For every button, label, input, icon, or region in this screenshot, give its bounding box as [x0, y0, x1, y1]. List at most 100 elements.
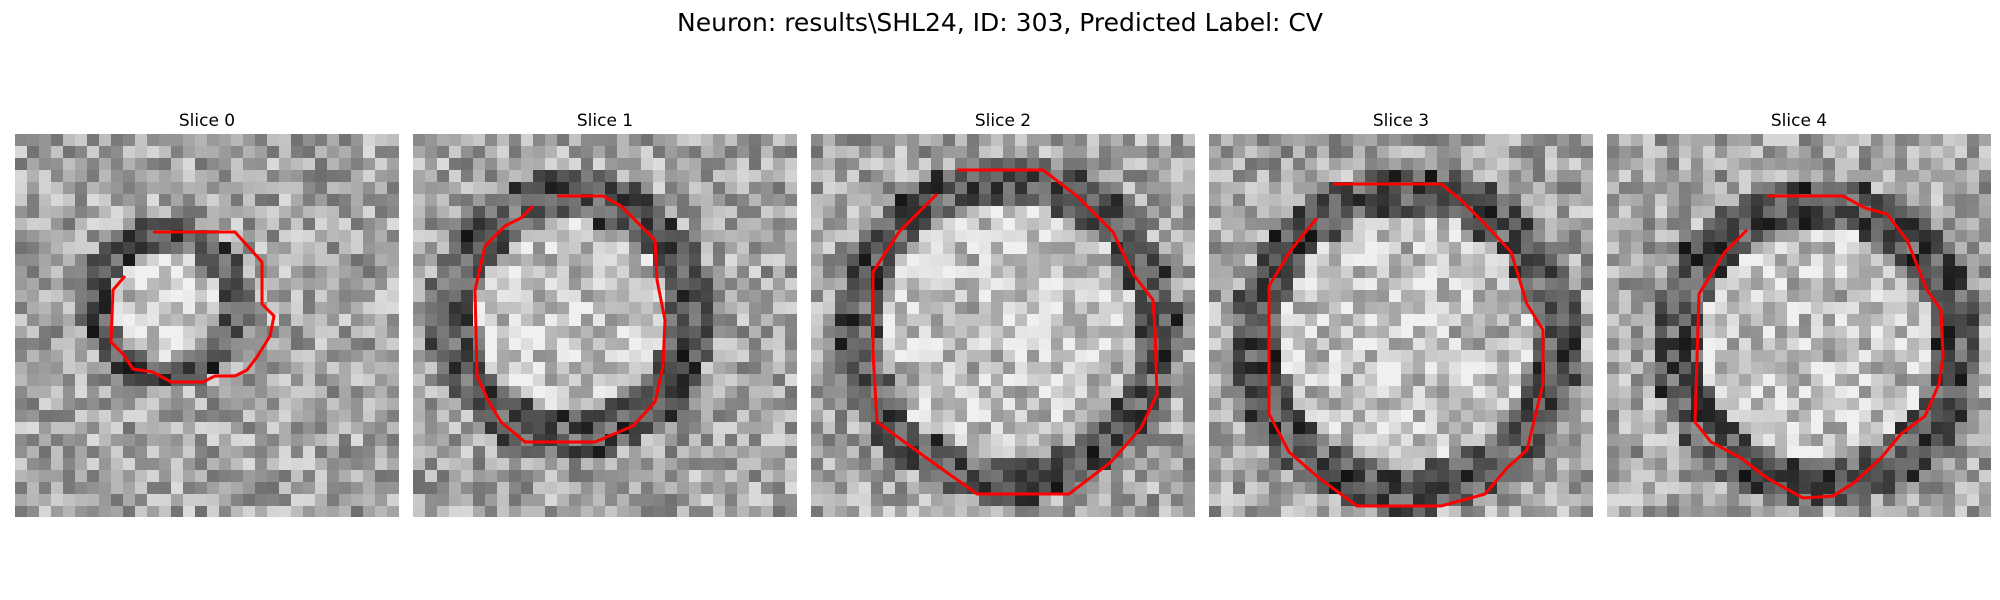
pixel-cell [1763, 422, 1775, 434]
pixel-cell [1257, 206, 1269, 218]
pixel-cell [701, 230, 713, 242]
pixel-cell [243, 386, 255, 398]
pixel-cell [1437, 242, 1449, 254]
pixel-cell [955, 350, 967, 362]
pixel-cell [183, 290, 195, 302]
pixel-cell [87, 458, 99, 470]
pixel-cell [1533, 146, 1545, 158]
pixel-cell [1003, 254, 1015, 266]
pixel-cell [1787, 242, 1799, 254]
pixel-cell [773, 266, 785, 278]
pixel-cell [1221, 386, 1233, 398]
pixel-cell [1209, 410, 1221, 422]
pixel-cell [183, 458, 195, 470]
pixel-cell [267, 422, 279, 434]
pixel-cell [1329, 422, 1341, 434]
pixel-cell [1123, 326, 1135, 338]
pixel-cell [557, 506, 569, 517]
pixel-cell [1655, 326, 1667, 338]
pixel-cell [521, 494, 533, 506]
pixel-cell [1111, 170, 1123, 182]
pixel-cell [255, 398, 267, 410]
pixel-cell [665, 398, 677, 410]
pixel-cell [1389, 350, 1401, 362]
pixel-cell [51, 170, 63, 182]
pixel-cell [1413, 206, 1425, 218]
pixel-cell [1413, 170, 1425, 182]
pixel-cell [279, 326, 291, 338]
pixel-cell [521, 302, 533, 314]
pixel-cell [1233, 290, 1245, 302]
pixel-cell [15, 134, 27, 146]
pixel-cell [363, 218, 375, 230]
pixel-cell [171, 218, 183, 230]
pixel-cell [1209, 134, 1221, 146]
pixel-cell [207, 326, 219, 338]
pixel-cell [207, 470, 219, 482]
pixel-cell [1257, 506, 1269, 517]
pixel-cell [871, 146, 883, 158]
pixel-cell [785, 134, 797, 146]
pixel-cell [665, 206, 677, 218]
pixel-cell [991, 242, 1003, 254]
pixel-cell [1967, 134, 1979, 146]
pixel-cell [1317, 242, 1329, 254]
pixel-cell [1209, 278, 1221, 290]
pixel-cell [871, 494, 883, 506]
pixel-cell [1631, 458, 1643, 470]
pixel-cell [1895, 290, 1907, 302]
pixel-cell [1159, 446, 1171, 458]
pixel-cell [737, 446, 749, 458]
pixel-cell [509, 410, 521, 422]
pixel-cell [171, 350, 183, 362]
pixel-cell [1799, 218, 1811, 230]
pixel-cell [1569, 398, 1581, 410]
pixel-cell [243, 446, 255, 458]
pixel-cell [967, 458, 979, 470]
pixel-cell [1425, 362, 1437, 374]
pixel-cell [327, 422, 339, 434]
pixel-cell [387, 254, 399, 266]
pixel-cell [75, 470, 87, 482]
pixel-cell [761, 434, 773, 446]
pixel-cell [1171, 446, 1183, 458]
pixel-cell [1027, 410, 1039, 422]
pixel-cell [1353, 374, 1365, 386]
pixel-cell [1883, 398, 1895, 410]
pixel-cell [1533, 422, 1545, 434]
pixel-cell [725, 194, 737, 206]
pixel-cell [955, 230, 967, 242]
pixel-cell [1039, 158, 1051, 170]
pixel-cell [1123, 206, 1135, 218]
pixel-cell [485, 386, 497, 398]
pixel-cell [1401, 374, 1413, 386]
pixel-cell [1907, 410, 1919, 422]
pixel-cell [773, 182, 785, 194]
pixel-cell [315, 242, 327, 254]
pixel-cell [1955, 362, 1967, 374]
pixel-cell [1655, 362, 1667, 374]
pixel-cell [1643, 194, 1655, 206]
pixel-cell [1739, 434, 1751, 446]
pixel-cell [823, 218, 835, 230]
pixel-cell [339, 494, 351, 506]
pixel-cell [773, 170, 785, 182]
pixel-cell [1159, 230, 1171, 242]
pixel-cell [907, 326, 919, 338]
pixel-cell [1221, 326, 1233, 338]
pixel-cell [303, 422, 315, 434]
pixel-cell [1353, 410, 1365, 422]
pixel-cell [1183, 302, 1195, 314]
pixel-cell [859, 146, 871, 158]
pixel-cell [1353, 302, 1365, 314]
pixel-cell [87, 410, 99, 422]
pixel-cell [1835, 290, 1847, 302]
pixel-cell [485, 194, 497, 206]
pixel-cell [725, 482, 737, 494]
pixel-cell [1051, 338, 1063, 350]
pixel-cell [1497, 326, 1509, 338]
pixel-cell [231, 398, 243, 410]
pixel-cell [991, 422, 1003, 434]
pixel-cell [1099, 230, 1111, 242]
pixel-cell [581, 230, 593, 242]
